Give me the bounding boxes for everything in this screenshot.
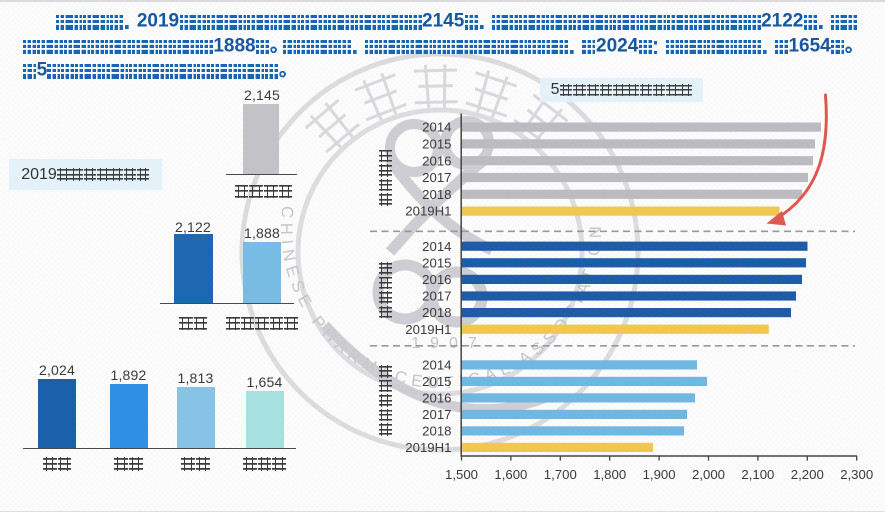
svg-text:2,000: 2,000 — [692, 467, 725, 482]
svg-text:1,800: 1,800 — [593, 467, 626, 482]
svg-text:2018: 2018 — [422, 187, 451, 202]
svg-text:2016: 2016 — [422, 272, 451, 287]
svg-text:2015: 2015 — [422, 374, 451, 389]
svg-text:2,300: 2,300 — [840, 467, 873, 482]
svg-text:2017: 2017 — [422, 170, 451, 185]
svg-text:1907: 1907 — [411, 335, 487, 352]
svg-text:2015: 2015 — [422, 255, 451, 270]
svg-text:1,900: 1,900 — [643, 467, 676, 482]
svg-text:2017: 2017 — [422, 289, 451, 304]
svg-text:2018: 2018 — [422, 305, 451, 320]
svg-text:2018: 2018 — [422, 424, 451, 439]
svg-text:1,500: 1,500 — [445, 467, 478, 482]
svg-text:2019H1: 2019H1 — [405, 440, 451, 455]
svg-text:2016: 2016 — [422, 391, 451, 406]
svg-text:2019H1: 2019H1 — [405, 204, 451, 219]
svg-text:2,100: 2,100 — [741, 467, 774, 482]
svg-text:2015: 2015 — [422, 137, 451, 152]
svg-text:1,600: 1,600 — [494, 467, 527, 482]
svg-text:2,200: 2,200 — [791, 467, 824, 482]
svg-text:2016: 2016 — [422, 153, 451, 168]
svg-text:2014: 2014 — [422, 120, 451, 135]
svg-text:2019H1: 2019H1 — [405, 322, 451, 337]
svg-text:1,700: 1,700 — [544, 467, 577, 482]
svg-text:2014: 2014 — [422, 239, 451, 254]
svg-text:2014: 2014 — [422, 358, 451, 373]
svg-text:2017: 2017 — [422, 407, 451, 422]
